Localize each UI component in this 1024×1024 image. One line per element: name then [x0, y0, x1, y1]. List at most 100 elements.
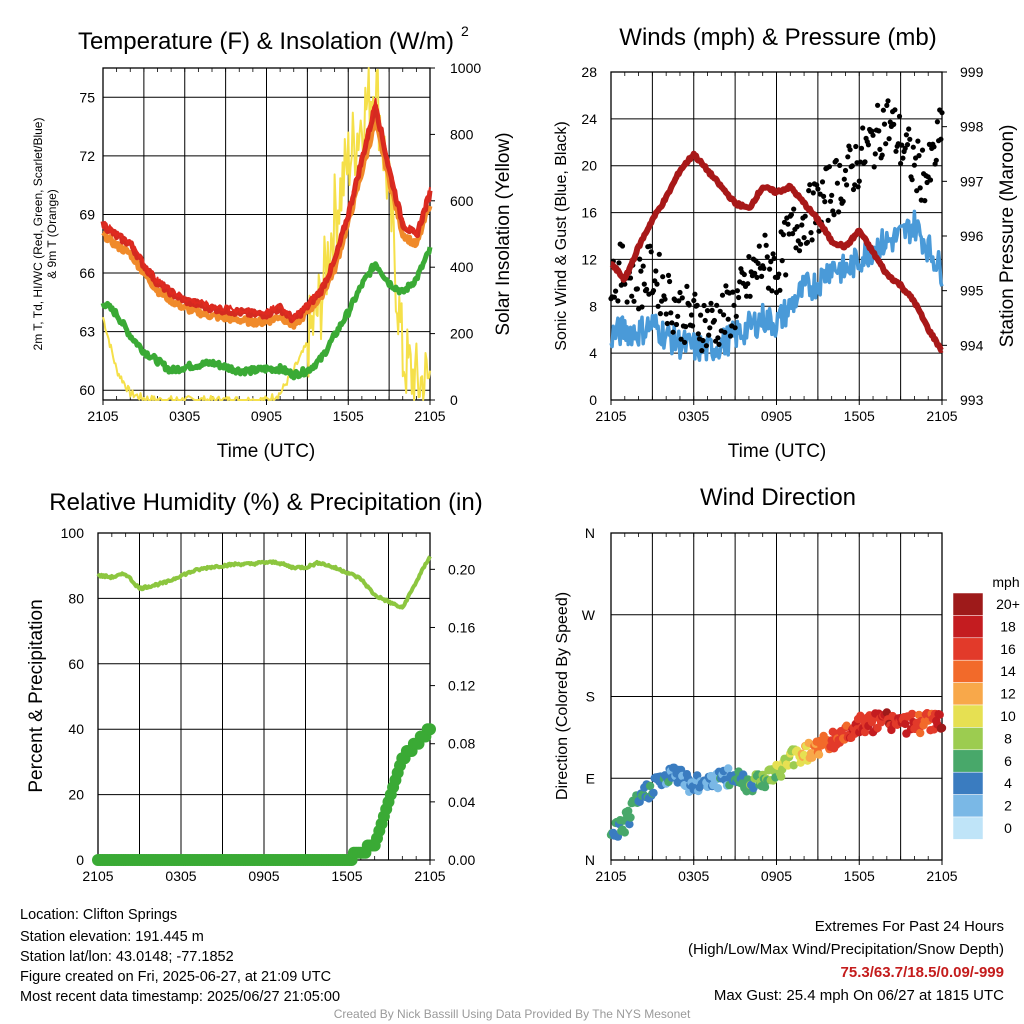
gust-point	[644, 286, 650, 292]
superscript-2: 2	[461, 23, 469, 39]
gust-point	[938, 136, 944, 142]
y2-tick-label: 600	[450, 193, 474, 209]
gust-point	[637, 256, 643, 262]
x-tick-label: 2105	[414, 868, 445, 884]
x-tick-label: 2105	[595, 868, 626, 884]
y-tick-label: 24	[581, 111, 597, 127]
gust-point	[762, 232, 768, 238]
gust-point	[699, 348, 705, 354]
extremes-values: 75.3/63.7/18.5/0.09/-999	[840, 964, 1004, 981]
y2-tick-label: 0.20	[448, 561, 475, 577]
gust-point	[776, 271, 782, 277]
gust-point	[756, 243, 762, 249]
y-axis-label: Direction (Colored By Speed)	[554, 592, 571, 800]
y2-tick-label: 999	[960, 64, 984, 80]
y-tick-label: 4	[589, 345, 597, 361]
gust-point	[736, 294, 742, 301]
gust-point	[881, 121, 888, 127]
direction-point	[624, 806, 633, 816]
max-gust: Max Gust: 25.4 mph On 06/27 at 1815 UTC	[713, 987, 1004, 1004]
gust-point	[723, 283, 729, 289]
y-tick-label: 16	[581, 205, 597, 221]
gust-point	[933, 157, 939, 163]
series-line-heat-index	[102, 97, 431, 322]
gust-point	[896, 113, 903, 119]
gust-point	[639, 304, 645, 310]
gust-point	[660, 274, 666, 280]
x-tick-label: 1505	[844, 868, 875, 884]
gust-point	[692, 291, 698, 297]
gust-point	[732, 325, 738, 331]
gust-point	[741, 271, 747, 278]
gust-point	[754, 274, 760, 280]
gust-point	[856, 178, 862, 184]
x-tick-label: 0305	[678, 868, 709, 884]
gust-point	[764, 254, 770, 260]
gust-point	[711, 317, 718, 324]
speed-legend-box	[952, 637, 984, 661]
gust-point	[755, 260, 761, 266]
gust-point	[796, 248, 803, 254]
gust-point	[922, 198, 928, 204]
x-tick-label: 2105	[82, 868, 113, 884]
panel-title-winds: Winds (mph) & Pressure (mb)	[619, 24, 936, 51]
gust-point	[707, 325, 713, 331]
y2-tick-label: 0.12	[448, 678, 475, 694]
recent-data-timestamp: Most recent data timestamp: 2025/06/27 2…	[20, 989, 341, 1005]
gust-point	[837, 162, 843, 168]
gust-point	[821, 193, 827, 199]
gust-point	[669, 320, 675, 326]
panel-title-humidity: Relative Humidity (%) & Precipitation (i…	[49, 489, 482, 516]
gust-point	[939, 110, 945, 116]
gust-point	[931, 144, 937, 150]
gust-point	[794, 224, 800, 230]
gust-point	[734, 288, 741, 294]
speed-legend-label: 16	[1000, 641, 1016, 657]
gust-point	[845, 154, 851, 160]
gust-point	[719, 292, 726, 298]
gust-point	[842, 167, 849, 174]
gust-point	[876, 128, 882, 134]
station-location: Location: Clifton Springs	[20, 907, 178, 923]
direction-point	[724, 764, 733, 773]
gust-point	[809, 237, 815, 243]
gust-point	[898, 160, 904, 167]
precip-point	[424, 723, 436, 736]
gust-point	[640, 263, 646, 269]
gust-point	[763, 242, 769, 248]
gust-point	[727, 333, 734, 339]
gust-point	[844, 182, 850, 188]
gust-point	[836, 209, 842, 215]
gust-point	[731, 302, 737, 308]
gust-point	[624, 299, 630, 305]
gust-point	[622, 281, 628, 287]
gust-point	[902, 145, 908, 151]
gust-point	[634, 286, 641, 292]
speed-legend-box	[952, 659, 984, 683]
direction-point	[860, 727, 870, 737]
x-tick-label: 0905	[251, 408, 282, 424]
y-axis-label: Percent & Precipitation	[26, 599, 47, 792]
gust-point	[745, 281, 751, 287]
y2-tick-label: 800	[450, 126, 474, 142]
gust-point	[806, 188, 812, 194]
y2-tick-label: 200	[450, 326, 474, 342]
gust-point	[893, 148, 899, 154]
y-tick-label: 75	[79, 89, 95, 105]
speed-legend-label: 0	[1004, 820, 1012, 836]
gust-point	[804, 239, 811, 245]
x-tick-label: 2105	[87, 408, 118, 424]
speed-legend-label: 2	[1004, 798, 1012, 814]
gust-point	[891, 121, 897, 127]
gust-point	[777, 287, 783, 293]
gust-point	[900, 155, 906, 161]
y2-tick-label: 998	[960, 119, 984, 135]
gust-point	[627, 275, 634, 281]
y2-tick-label: 0.00	[448, 852, 475, 868]
extremes-subtitle: (High/Low/Max Wind/Precipitation/Snow De…	[688, 941, 1004, 958]
direction-point	[776, 772, 786, 781]
speed-legend-label: 4	[1004, 775, 1012, 791]
y2-axis-label: Station Pressure (Maroon)	[997, 125, 1018, 348]
gust-point	[695, 331, 701, 337]
y-tick-label: 12	[581, 251, 597, 267]
